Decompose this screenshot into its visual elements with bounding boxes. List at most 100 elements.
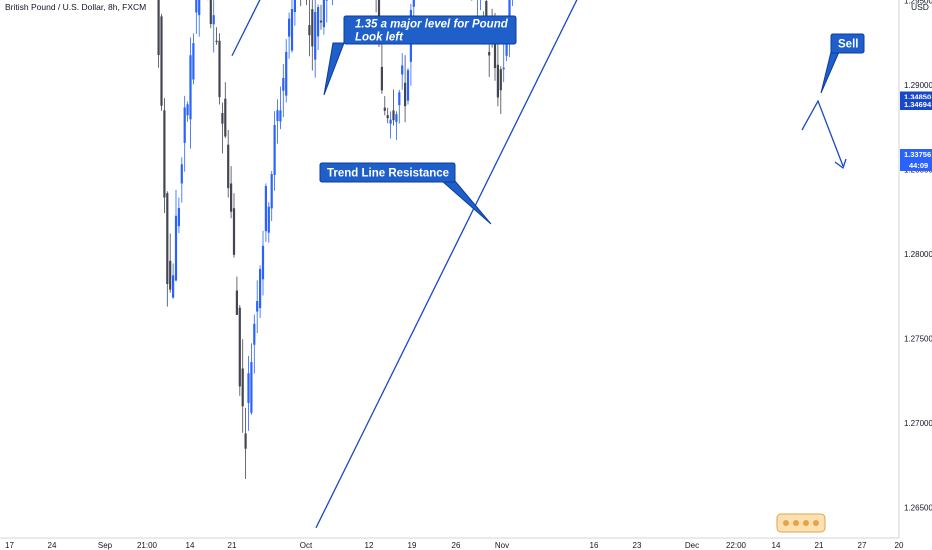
- events-badge-dot-1: [783, 520, 789, 526]
- time-tick-label: 12: [365, 541, 374, 550]
- time-tick-label: 23: [633, 541, 642, 550]
- candle-body: [189, 55, 192, 120]
- candle-body: [485, 0, 488, 29]
- candle-body: [270, 174, 273, 209]
- candle-body: [186, 104, 189, 116]
- candle-body: [169, 260, 172, 290]
- candle-body: [163, 110, 166, 198]
- events-badge-dot-4: [813, 520, 819, 526]
- time-tick-label: 22:00: [726, 541, 747, 550]
- candle-body: [264, 186, 267, 232]
- candle-body: [502, 67, 505, 70]
- current-price-tag-text: 1.33756: [904, 150, 931, 159]
- time-tick-label: 20: [895, 541, 904, 550]
- candle-body: [174, 215, 178, 281]
- candle-body: [192, 43, 195, 80]
- candle-body: [276, 110, 279, 122]
- countdown-tag-text: 44:09: [909, 161, 928, 170]
- time-tick-label: 26: [452, 541, 461, 550]
- trend-line-callout[interactable]: Trend Line Resistance: [319, 162, 492, 225]
- current-price-tag: 1.33756: [900, 149, 932, 160]
- lower-level-tag: 1.34694: [900, 99, 932, 110]
- events-badge-dot-2: [793, 520, 799, 526]
- candle-body: [412, 0, 415, 7]
- drawings: [231, 0, 847, 529]
- candle-body: [311, 9, 314, 47]
- price-axis-ticks: 1.365001.360001.355001.350001.345001.340…: [904, 0, 932, 513]
- candle-body: [215, 40, 218, 43]
- events-badge-box: [776, 513, 826, 533]
- candle-body: [227, 144, 230, 189]
- countdown-tag-box: [900, 160, 932, 171]
- candle-body: [253, 323, 256, 345]
- events-badge[interactable]: [776, 513, 826, 533]
- time-tick-label: Dec: [685, 541, 699, 550]
- events-badge-dot-3: [803, 520, 809, 526]
- candle-body: [499, 69, 502, 91]
- candle-body: [212, 15, 215, 25]
- candle-body: [319, 20, 323, 23]
- time-tick-label: 27: [858, 541, 867, 550]
- price-tick-label: 1.27000: [904, 419, 932, 428]
- candle-body: [157, 0, 160, 56]
- candle-body: [282, 78, 285, 91]
- price-tick-label: 1.29000: [904, 81, 932, 90]
- candle-body: [259, 269, 262, 309]
- candle-body: [241, 368, 244, 407]
- plot-area[interactable]: [0, 0, 899, 538]
- candle-body: [386, 115, 389, 119]
- time-tick-label: 21:00: [137, 541, 158, 550]
- time-tick-label: 17: [5, 541, 14, 550]
- major-level-callout-pointer: [323, 42, 345, 96]
- candle-body: [493, 37, 497, 69]
- countdown-tag: 44:09: [900, 160, 932, 171]
- candle-body: [160, 16, 163, 106]
- candle-body: [250, 362, 253, 413]
- candle-body: [383, 107, 386, 111]
- candle-body: [314, 11, 317, 60]
- major-level-callout[interactable]: 1.35 a major level for Pound Look left: [323, 15, 517, 96]
- projection-path[interactable]: [801, 99, 844, 167]
- candle-body: [232, 208, 236, 255]
- time-tick-label: 14: [772, 541, 781, 550]
- candle-body: [195, 0, 198, 13]
- time-axis-ticks: 17 24 Sep 21:00 14 21 Oct 12 19 26 Nov 16 23 Dec 22:00…: [5, 541, 904, 550]
- candle-body: [244, 433, 247, 449]
- trend-line-text: Trend Line Resistance: [327, 168, 449, 180]
- candle-body: [267, 206, 270, 233]
- time-tick-label: 24: [48, 541, 57, 550]
- candle-body: [322, 0, 325, 28]
- time-tick-label: Oct: [300, 541, 313, 550]
- candle-body: [224, 98, 227, 137]
- lower-level-tag-box: [900, 99, 932, 110]
- candle-body: [389, 119, 392, 124]
- candle-body: [209, 0, 212, 24]
- price-tick-label: 1.29500: [904, 0, 932, 6]
- candle-body: [288, 18, 291, 37]
- candle-body: [172, 275, 175, 298]
- candle-body: [398, 92, 401, 106]
- candle-body: [261, 245, 265, 280]
- candle-body: [279, 110, 282, 122]
- candle-body: [235, 290, 238, 315]
- upper-level-tag: 1.34850: [900, 91, 932, 103]
- candle-body: [308, 25, 311, 36]
- time-tick-label: 21: [815, 541, 824, 550]
- time-tick-label: 14: [186, 541, 195, 550]
- candle-body: [198, 0, 201, 16]
- candle-body: [221, 113, 224, 124]
- candle-body: [505, 41, 508, 56]
- candle-body: [496, 64, 499, 98]
- sell-callout[interactable]: Sell: [820, 33, 865, 94]
- candle-body: [392, 110, 395, 121]
- candle-body: [180, 164, 183, 184]
- candle-body: [230, 183, 233, 212]
- candle-body: [183, 107, 186, 143]
- candle-body: [238, 307, 241, 387]
- upper-level-tag-box: [900, 91, 932, 103]
- major-level-text-line1: 1.35 a major level for Pound: [355, 19, 509, 31]
- candle-body: [166, 193, 169, 285]
- candle-body: [290, 8, 294, 51]
- channel-lower-line[interactable]: [315, 0, 830, 529]
